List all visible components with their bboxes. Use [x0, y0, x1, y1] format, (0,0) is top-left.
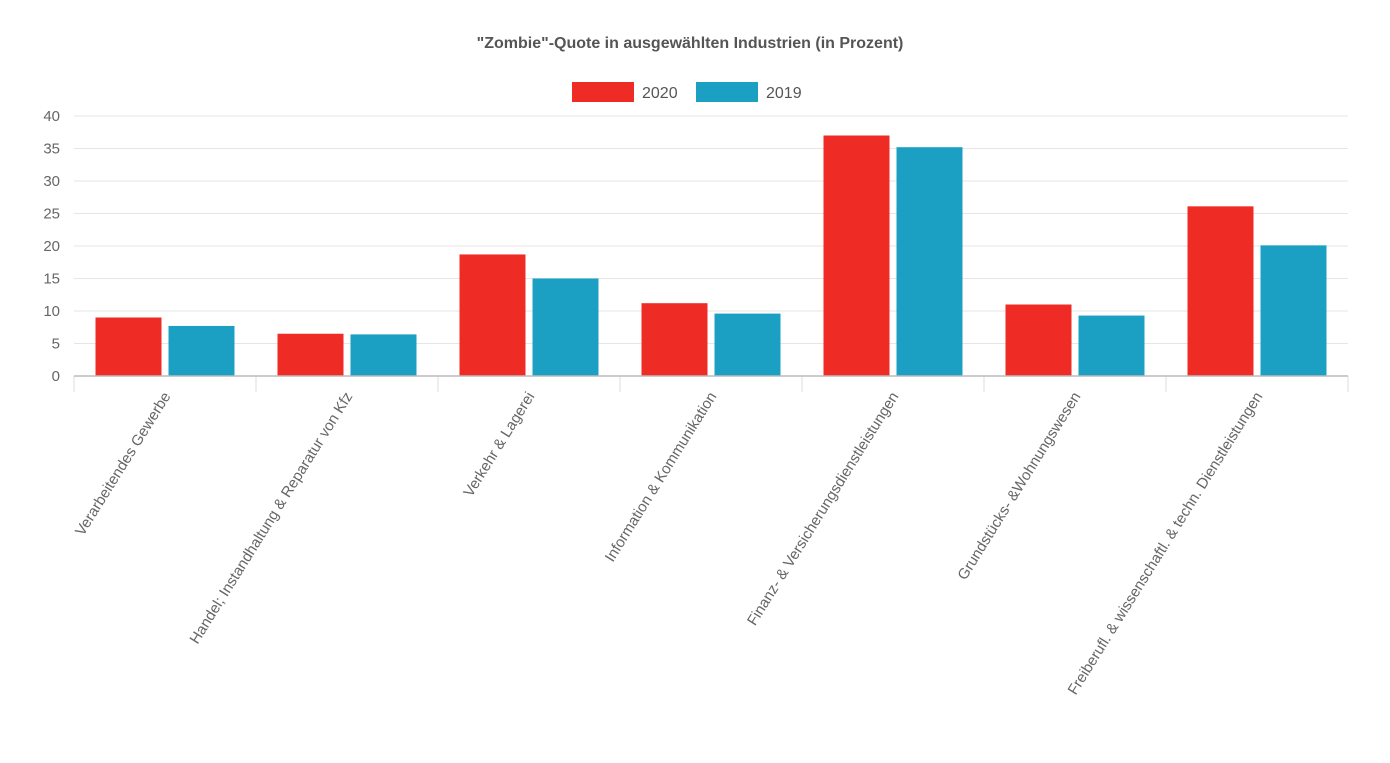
x-category-label: Freiberufl. & wissenschaftl. & techn. Di…: [1065, 389, 1267, 698]
legend-swatch-2020[interactable]: [572, 82, 634, 102]
y-tick-label: 20: [43, 238, 60, 255]
y-tick-label: 25: [43, 206, 60, 223]
y-tick-label: 40: [43, 108, 60, 125]
bar-2020-5[interactable]: [823, 135, 890, 377]
bar-2020-3[interactable]: [459, 254, 526, 376]
x-category-label: Grundstücks- &Wohnungswesen: [954, 389, 1084, 583]
x-category-label: Verarbeitendes Gewerbe: [72, 389, 174, 539]
x-axis-categories: Verarbeitendes Gewerbe Handel; Instandhal…: [72, 389, 1266, 698]
bar-2020-7[interactable]: [1187, 206, 1254, 376]
bars: [95, 135, 1327, 377]
bar-2019-4[interactable]: [714, 313, 781, 376]
legend[interactable]: 2020 2019: [572, 82, 802, 102]
bar-2019-1[interactable]: [168, 325, 235, 376]
legend-swatch-2019[interactable]: [696, 82, 758, 102]
bar-2019-7[interactable]: [1260, 245, 1327, 376]
bar-2020-1[interactable]: [95, 317, 162, 377]
bar-2019-2[interactable]: [350, 334, 417, 376]
y-tick-label: 35: [43, 141, 60, 158]
legend-label-2019[interactable]: 2019: [766, 85, 802, 102]
bar-2020-4[interactable]: [641, 303, 708, 376]
x-category-label: Information & Kommunikation: [602, 389, 721, 565]
y-tick-label: 5: [52, 336, 60, 353]
y-tick-label: 15: [43, 271, 60, 288]
bar-2020-2[interactable]: [277, 333, 344, 376]
bar-2019-3[interactable]: [532, 278, 599, 377]
y-tick-label: 10: [43, 303, 60, 320]
bar-2019-5[interactable]: [896, 147, 963, 376]
x-category-label: Verkehr & Lagerei: [460, 389, 538, 500]
y-tick-label: 0: [52, 368, 60, 385]
y-axis-ticks: 0 5 10 15 20 25 30 35 40: [43, 108, 60, 385]
y-tick-label: 30: [43, 173, 60, 190]
grid: [74, 115, 1348, 344]
x-category-label: Handel; Instandhaltung & Reparatur von K…: [186, 389, 356, 647]
chart-title: "Zombie"-Quote in ausgewählten Industrie…: [477, 35, 904, 52]
bar-2020-6[interactable]: [1005, 304, 1072, 377]
x-category-label: Finanz- & Versicherungsdienstleistungen: [744, 389, 902, 629]
x-axis-ticks: [73, 376, 1349, 392]
bar-2019-6[interactable]: [1078, 315, 1145, 376]
legend-label-2020[interactable]: 2020: [642, 85, 678, 102]
